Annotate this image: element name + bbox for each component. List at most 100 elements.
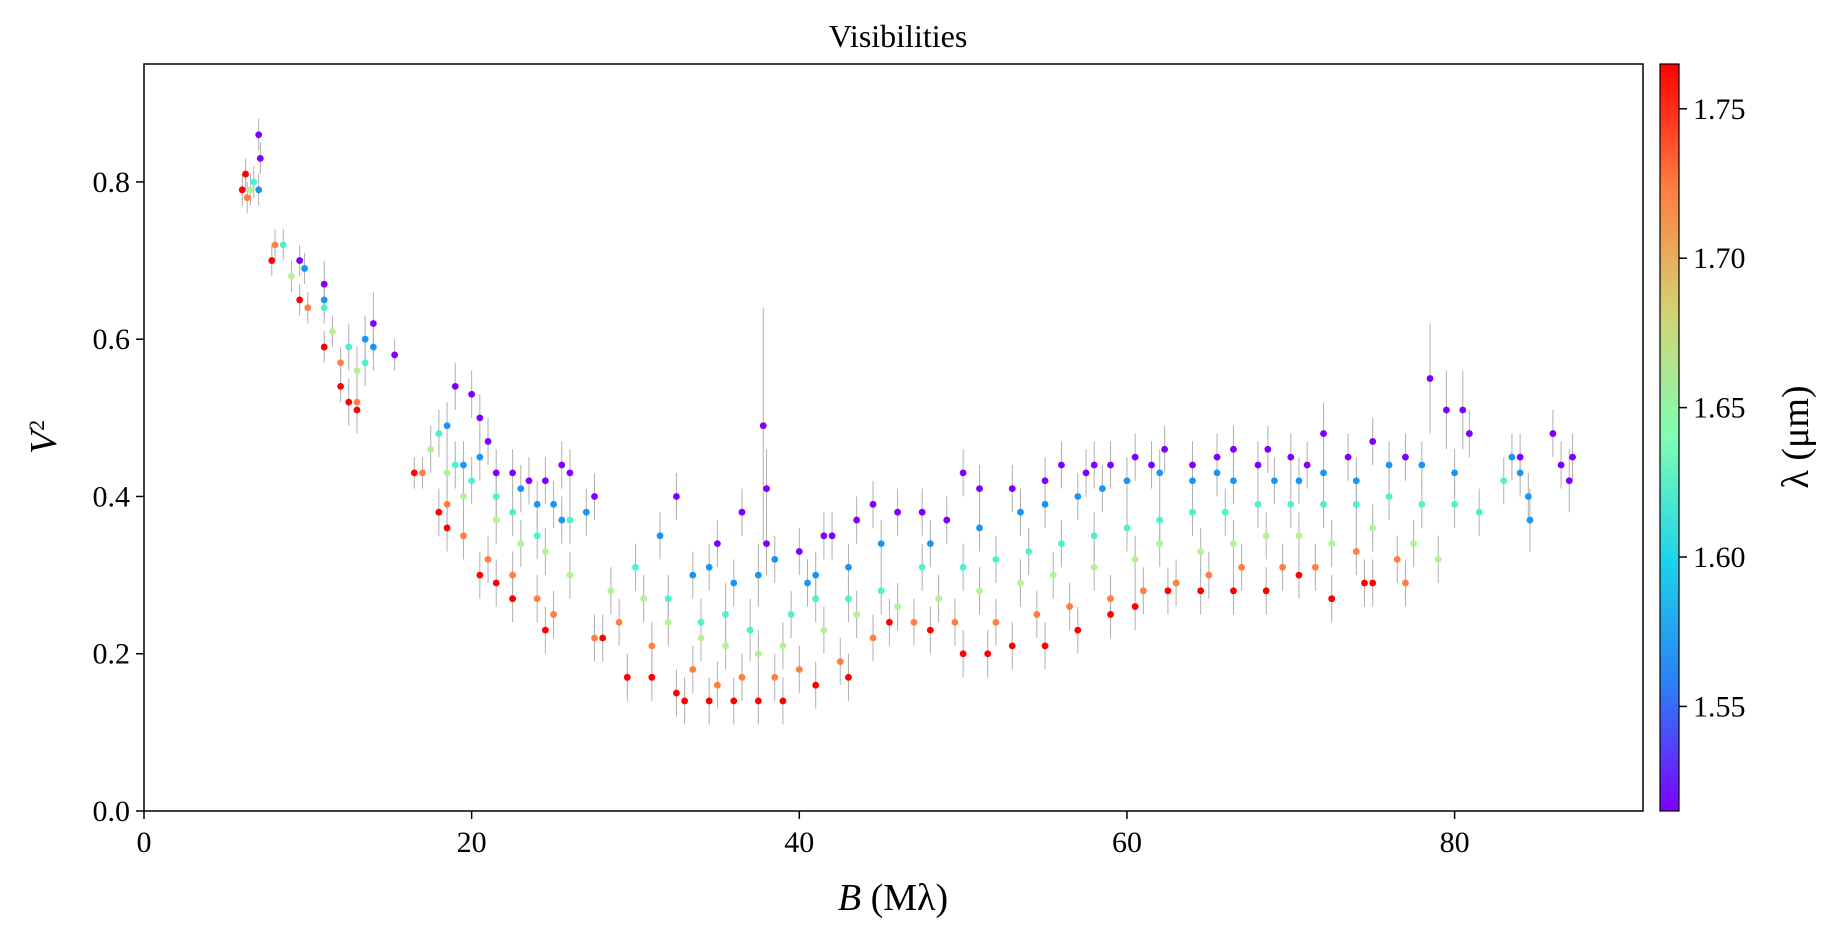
data-point — [779, 642, 787, 650]
data-point — [1465, 430, 1473, 437]
data-point — [673, 493, 680, 500]
data-point — [664, 595, 672, 603]
data-point — [1041, 500, 1049, 508]
data-point — [820, 626, 828, 634]
data-point — [296, 257, 304, 264]
data-point — [771, 673, 779, 681]
data-points — [238, 131, 1576, 705]
data-point — [1123, 477, 1131, 485]
data-point — [1049, 571, 1057, 579]
data-point — [435, 508, 443, 516]
data-point — [779, 697, 787, 705]
data-point — [1230, 587, 1237, 595]
colorbar-ticks: 1.55 1.60 1.65 1.70 1.75 — [1679, 93, 1746, 723]
data-point — [1230, 477, 1237, 485]
data-point — [1303, 461, 1311, 469]
data-point — [1008, 642, 1016, 650]
data-point — [460, 493, 467, 500]
data-point — [1569, 453, 1576, 461]
data-point — [1161, 445, 1169, 453]
data-point — [1410, 540, 1418, 548]
data-point — [451, 382, 459, 390]
colorbar-tick-label: 1.65 — [1693, 392, 1746, 425]
data-point — [894, 603, 901, 610]
data-point — [242, 170, 249, 178]
data-point — [1041, 477, 1049, 485]
data-point — [1107, 461, 1114, 469]
data-point — [443, 469, 451, 477]
data-point — [476, 571, 484, 579]
data-point — [1230, 445, 1237, 453]
data-point — [1426, 375, 1434, 382]
x-axis: 0 20 40 60 80 — [137, 811, 1470, 859]
data-point — [1320, 430, 1327, 437]
data-point — [345, 343, 353, 351]
colorbar-tick-label: 1.70 — [1693, 242, 1746, 275]
data-point — [353, 398, 361, 406]
data-point — [1254, 461, 1262, 469]
data-point — [738, 508, 746, 516]
data-point — [1090, 532, 1098, 540]
colorbar-label-unit: (μm) — [1775, 385, 1817, 470]
data-point — [1189, 508, 1196, 516]
data-point — [664, 618, 672, 626]
data-point — [320, 296, 328, 304]
data-point — [1369, 438, 1377, 445]
data-point — [1418, 461, 1426, 469]
data-point — [1230, 540, 1237, 548]
data-point — [1524, 493, 1532, 500]
y-axis: 0.0 0.2 0.4 0.6 0.8 — [93, 166, 144, 828]
data-point — [607, 587, 615, 595]
data-point — [460, 461, 467, 469]
data-point — [697, 634, 705, 642]
data-point — [992, 555, 1000, 563]
data-point — [976, 485, 983, 493]
data-point — [951, 618, 959, 626]
data-point — [541, 477, 549, 485]
data-point — [918, 563, 926, 571]
data-point — [1189, 477, 1196, 485]
data-point — [1205, 571, 1213, 579]
data-point — [853, 611, 861, 618]
data-point — [730, 697, 738, 705]
data-point — [353, 406, 361, 414]
data-point — [566, 516, 574, 524]
data-point — [369, 343, 377, 351]
data-point — [886, 618, 893, 626]
data-point — [255, 186, 263, 194]
data-point — [476, 414, 484, 422]
data-point — [943, 516, 951, 524]
x-axis-label-variable: B — [838, 877, 861, 919]
data-point — [1213, 469, 1221, 477]
data-point — [533, 500, 541, 508]
x-axis-label-unit: (Mλ) — [861, 877, 948, 919]
plot-area — [143, 63, 1644, 812]
data-point — [1385, 461, 1393, 469]
data-point — [468, 390, 476, 398]
data-point — [476, 453, 484, 461]
data-point — [804, 579, 811, 587]
y-tick-label: 0.8 — [93, 166, 131, 199]
data-point — [1238, 563, 1246, 571]
data-point — [1526, 516, 1534, 524]
data-point — [509, 571, 517, 579]
data-point — [533, 595, 541, 603]
data-point — [1156, 469, 1164, 477]
data-point — [1017, 579, 1024, 587]
data-point — [1287, 453, 1295, 461]
data-point — [869, 634, 877, 642]
colorbar-label: λ (μm) — [1775, 385, 1817, 488]
data-point — [517, 540, 525, 548]
data-point — [320, 304, 328, 312]
data-point — [1098, 485, 1106, 493]
data-point — [1361, 579, 1368, 587]
data-point — [1418, 500, 1426, 508]
data-point — [550, 611, 557, 618]
data-point — [410, 469, 418, 477]
data-point — [689, 571, 697, 579]
data-point — [591, 493, 598, 500]
data-point — [763, 540, 770, 548]
data-point — [673, 689, 680, 697]
data-point — [1254, 500, 1262, 508]
data-point — [877, 587, 885, 595]
